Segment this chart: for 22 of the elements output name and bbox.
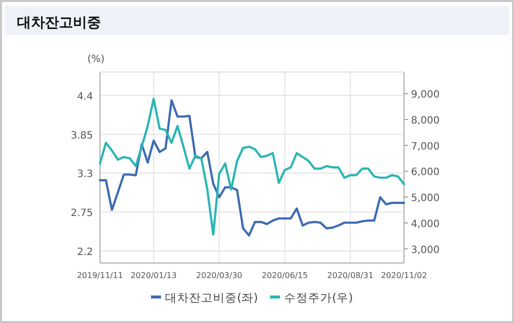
x-tick-label: 2020/03/30: [196, 271, 242, 280]
y-tick-label: 2.2: [77, 246, 93, 258]
y-axis-title: (%): [87, 54, 105, 65]
y-tick-label: 4.4: [77, 91, 93, 102]
x-tick-label: 2020/11/02: [380, 271, 428, 280]
y2-tick-label: 9,000: [411, 90, 440, 101]
y2-tick-label: 3,000: [411, 244, 440, 256]
y-tick-label: 2.75: [70, 208, 93, 220]
x-tick-label: 2020/06/15: [262, 271, 308, 280]
y2-tick-label: 8,000: [411, 116, 440, 127]
legend-label: 대차잔고비중(좌): [165, 290, 258, 304]
x-tick-label: 2020/08/31: [327, 271, 374, 280]
y2-tick-label: 4,000: [411, 218, 440, 230]
x-tick-label: 2019/11/11: [76, 271, 124, 280]
y2-tick-label: 6,000: [411, 167, 440, 178]
y-tick-label: 3.3: [77, 169, 93, 180]
y2-tick-label: 7,000: [411, 141, 440, 152]
y2-tick-label: 5,000: [411, 193, 440, 204]
legend-label: 수정주가(우): [284, 290, 353, 304]
x-tick-label: 2020/01/13: [130, 271, 177, 280]
y-tick-label: 3.85: [70, 130, 93, 142]
chart-title: 대차잔고비중: [17, 15, 101, 31]
